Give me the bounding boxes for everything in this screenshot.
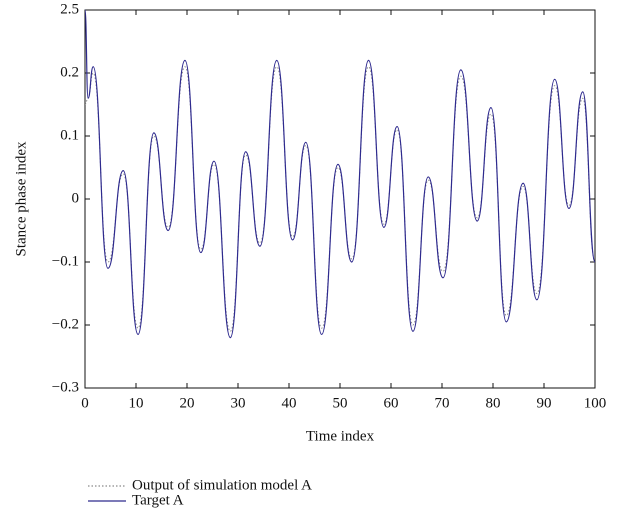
- legend-label: Target A: [132, 492, 184, 508]
- y-tick-label: −0.3: [52, 379, 79, 395]
- x-tick-label: 80: [486, 395, 501, 411]
- x-tick-label: 60: [384, 395, 399, 411]
- y-tick-label: 0.1: [60, 127, 79, 143]
- x-tick-label: 0: [81, 395, 89, 411]
- x-tick-label: 90: [537, 395, 552, 411]
- x-tick-label: 70: [435, 395, 450, 411]
- x-tick-label: 40: [282, 395, 297, 411]
- x-tick-label: 50: [333, 395, 348, 411]
- y-tick-label: −0.1: [52, 253, 79, 269]
- x-tick-label: 30: [231, 395, 246, 411]
- series-line: [84, 9, 596, 339]
- y-axis-label: Stance phase index: [13, 141, 29, 256]
- x-tick-label: 20: [180, 395, 195, 411]
- y-tick-label: 0.2: [60, 64, 79, 80]
- legend-label: Output of simulation model A: [132, 477, 312, 493]
- y-tick-label: −0.2: [52, 316, 79, 332]
- y-tick-label: 0: [72, 190, 80, 206]
- x-tick-label: 10: [129, 395, 144, 411]
- x-axis-label: Time index: [306, 428, 375, 444]
- y-tick-label: 2.5: [60, 1, 79, 17]
- x-tick-label: 100: [584, 395, 607, 411]
